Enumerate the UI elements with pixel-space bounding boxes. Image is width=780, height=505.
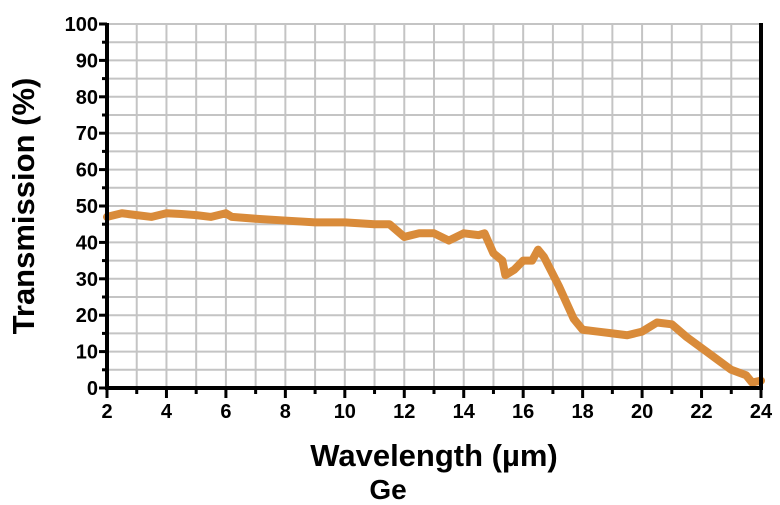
x-tick-label: 18 bbox=[572, 401, 594, 423]
y-tick-label: 0 bbox=[87, 378, 98, 400]
x-tick-label: 20 bbox=[631, 401, 653, 423]
x-tick-label: 16 bbox=[512, 401, 534, 423]
y-tick-label: 60 bbox=[76, 160, 98, 182]
x-tick-label: 6 bbox=[220, 401, 231, 423]
y-tick-label: 80 bbox=[76, 87, 98, 109]
y-tick-label: 10 bbox=[76, 342, 98, 364]
y-tick-label: 100 bbox=[65, 14, 98, 36]
x-tick-label: 8 bbox=[280, 401, 291, 423]
x-tick-label: 10 bbox=[334, 401, 356, 423]
y-tick-label: 20 bbox=[76, 305, 98, 327]
x-tick-label: 4 bbox=[161, 401, 173, 423]
chart-title: Ge bbox=[369, 474, 406, 505]
x-axis-label: Wavelength (µm) bbox=[310, 438, 558, 473]
y-tick-label: 40 bbox=[76, 232, 98, 254]
y-tick-label: 30 bbox=[76, 269, 98, 291]
x-tick-label: 14 bbox=[453, 401, 476, 423]
y-axis-label: Transmission (%) bbox=[6, 78, 41, 335]
tick-labels: 2 4 6 8 10 12 14 16 18 20 22 2401020304050607080901… bbox=[65, 14, 773, 423]
series-layer bbox=[103, 209, 765, 387]
y-tick-label: 50 bbox=[76, 196, 98, 218]
y-tick-label: 90 bbox=[76, 50, 98, 72]
axes bbox=[99, 22, 763, 398]
x-tick-label: 22 bbox=[690, 401, 712, 423]
x-tick-label: 12 bbox=[393, 401, 415, 423]
x-tick-label: 24 bbox=[750, 401, 773, 423]
grid bbox=[106, 23, 762, 389]
x-tick-label: 2 bbox=[101, 401, 112, 423]
y-tick-label: 70 bbox=[76, 123, 98, 145]
series-line-ge bbox=[103, 209, 765, 387]
